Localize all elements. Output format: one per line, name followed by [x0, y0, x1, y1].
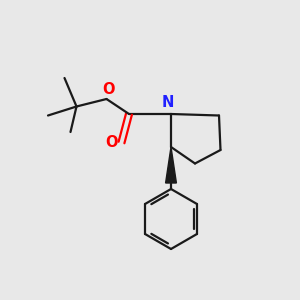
Text: O: O	[106, 135, 118, 150]
Text: O: O	[103, 82, 115, 98]
Polygon shape	[166, 147, 176, 183]
Text: N: N	[162, 95, 174, 110]
